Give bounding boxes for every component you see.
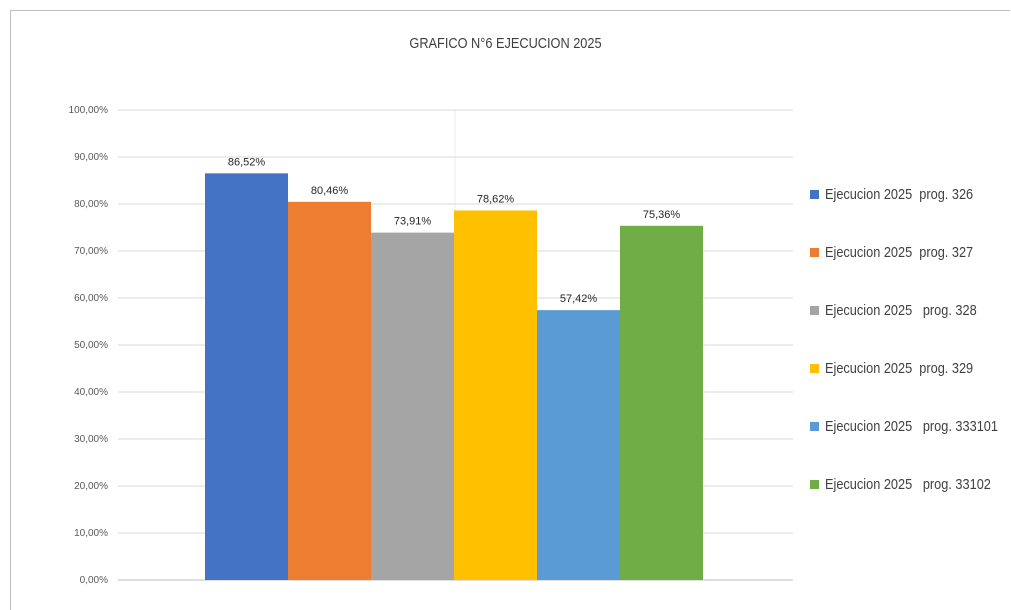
legend-label: Ejecucion 2025 prog. 333101	[825, 418, 998, 435]
y-tick-label: 40,00%	[74, 387, 108, 398]
legend-label: Ejecucion 2025 prog. 326	[825, 186, 974, 203]
legend-label: Ejecucion 2025 prog. 327	[825, 244, 974, 261]
legend-swatch	[810, 422, 819, 431]
plot-area: 0,00% 10,00% 20,00% 30,00% 40,00% 50,00% 60,00…	[69, 105, 793, 586]
bar	[288, 201, 371, 580]
data-label: 86,52%	[228, 156, 266, 168]
y-tick-label: 50,00%	[74, 340, 108, 351]
legend-item: Ejecucion 2025 prog. 326	[810, 186, 999, 203]
legend-label: Ejecucion 2025 prog. 328	[825, 302, 977, 319]
legend-item: Ejecucion 2025 prog. 329	[810, 360, 999, 377]
data-label: 78,62%	[477, 193, 515, 205]
legend-swatch	[810, 480, 819, 489]
bar	[537, 310, 620, 580]
chart-title: GRAFICO N°6 EJECUCION 2025	[409, 35, 602, 52]
chart-frame	[10, 10, 1010, 610]
bar	[205, 173, 288, 580]
y-tick-label: 80,00%	[74, 199, 108, 210]
legend-item: Ejecucion 2025 prog. 328	[810, 302, 1003, 319]
y-tick-label: 100,00%	[69, 105, 109, 116]
legend-swatch	[810, 190, 819, 199]
y-tick-label: 90,00%	[74, 152, 108, 163]
legend-swatch	[810, 364, 819, 373]
data-label: 80,46%	[311, 185, 349, 197]
data-label: 57,42%	[560, 293, 598, 305]
y-tick-label: 30,00%	[74, 434, 108, 445]
legend-item: Ejecucion 2025 prog. 333101	[810, 418, 1011, 435]
bar	[620, 225, 703, 581]
bar	[371, 232, 454, 581]
bar	[454, 210, 537, 580]
data-label: 75,36%	[643, 209, 681, 221]
legend-item: Ejecucion 2025 prog. 327	[810, 244, 999, 261]
y-tick-label: 20,00%	[74, 481, 108, 492]
legend-label: Ejecucion 2025 prog. 329	[825, 360, 974, 377]
data-label: 73,91%	[394, 216, 432, 228]
legend-swatch	[810, 248, 819, 257]
legend-label: Ejecucion 2025 prog. 33102	[825, 476, 991, 493]
legend-swatch	[810, 306, 819, 315]
y-tick-label: 0,00%	[80, 575, 108, 586]
legend-item: Ejecucion 2025 prog. 33102	[810, 476, 1011, 493]
y-tick-label: 60,00%	[74, 293, 108, 304]
y-tick-label: 70,00%	[74, 246, 108, 257]
y-tick-label: 10,00%	[74, 528, 108, 539]
